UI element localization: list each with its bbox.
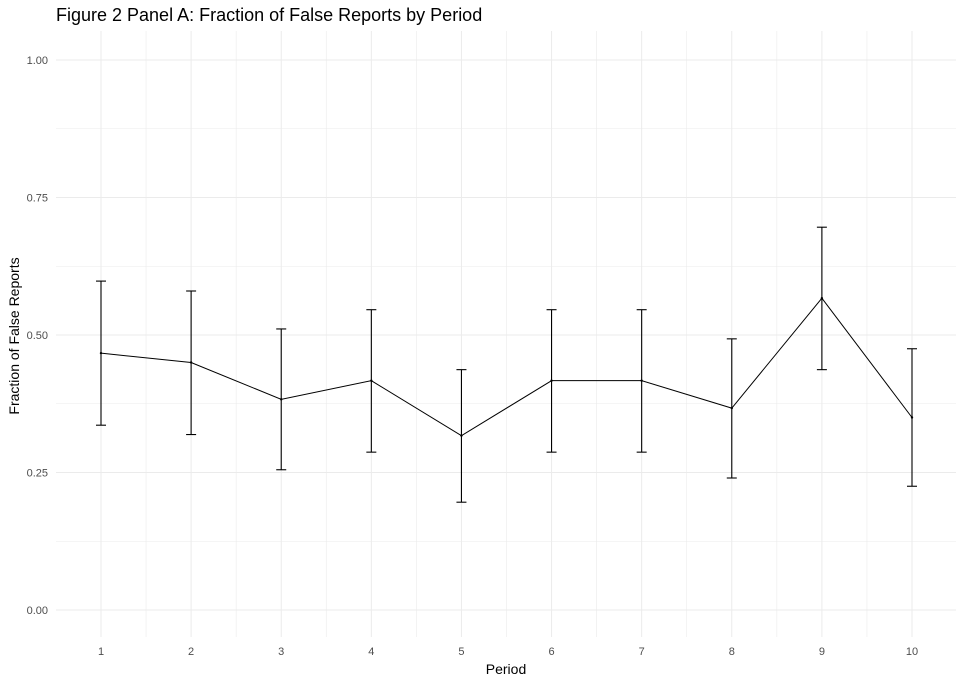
x-tick-label: 4 bbox=[368, 646, 374, 658]
x-tick-label: 2 bbox=[188, 646, 194, 658]
data-point bbox=[370, 379, 373, 382]
y-tick-label: 0.75 bbox=[27, 193, 48, 205]
y-tick-label: 0.25 bbox=[27, 468, 48, 480]
data-point bbox=[99, 351, 103, 355]
x-tick-label: 5 bbox=[458, 646, 464, 658]
x-tick-label: 9 bbox=[819, 646, 825, 658]
x-tick-label: 1 bbox=[98, 646, 104, 658]
x-tick-label: 6 bbox=[548, 646, 554, 658]
x-axis-title: Period bbox=[486, 661, 526, 677]
series-line-layer bbox=[99, 296, 914, 437]
tick-labels: 1 2 3 4 5 6 7 8 9 10 0.00 0.25 0.50 0.75 1.00 bbox=[27, 55, 919, 658]
data-point bbox=[910, 416, 914, 419]
data-point bbox=[189, 361, 193, 364]
x-tick-label: 3 bbox=[278, 646, 284, 658]
y-tick-label: 0.00 bbox=[27, 605, 48, 617]
data-point bbox=[460, 434, 463, 437]
x-tick-label: 7 bbox=[639, 646, 645, 658]
x-tick-label: 8 bbox=[729, 646, 735, 658]
data-point bbox=[730, 406, 733, 410]
data-point bbox=[820, 296, 824, 300]
data-point bbox=[550, 379, 553, 382]
y-tick-label: 1.00 bbox=[27, 55, 48, 67]
y-axis-title: Fraction of False Reports bbox=[6, 257, 22, 414]
data-point bbox=[280, 398, 283, 401]
series-line bbox=[100, 297, 913, 437]
data-point bbox=[640, 379, 643, 382]
x-tick-label: 10 bbox=[906, 646, 918, 658]
y-tick-label: 0.50 bbox=[27, 330, 48, 342]
chart-title: Figure 2 Panel A: Fraction of False Repo… bbox=[56, 5, 483, 25]
